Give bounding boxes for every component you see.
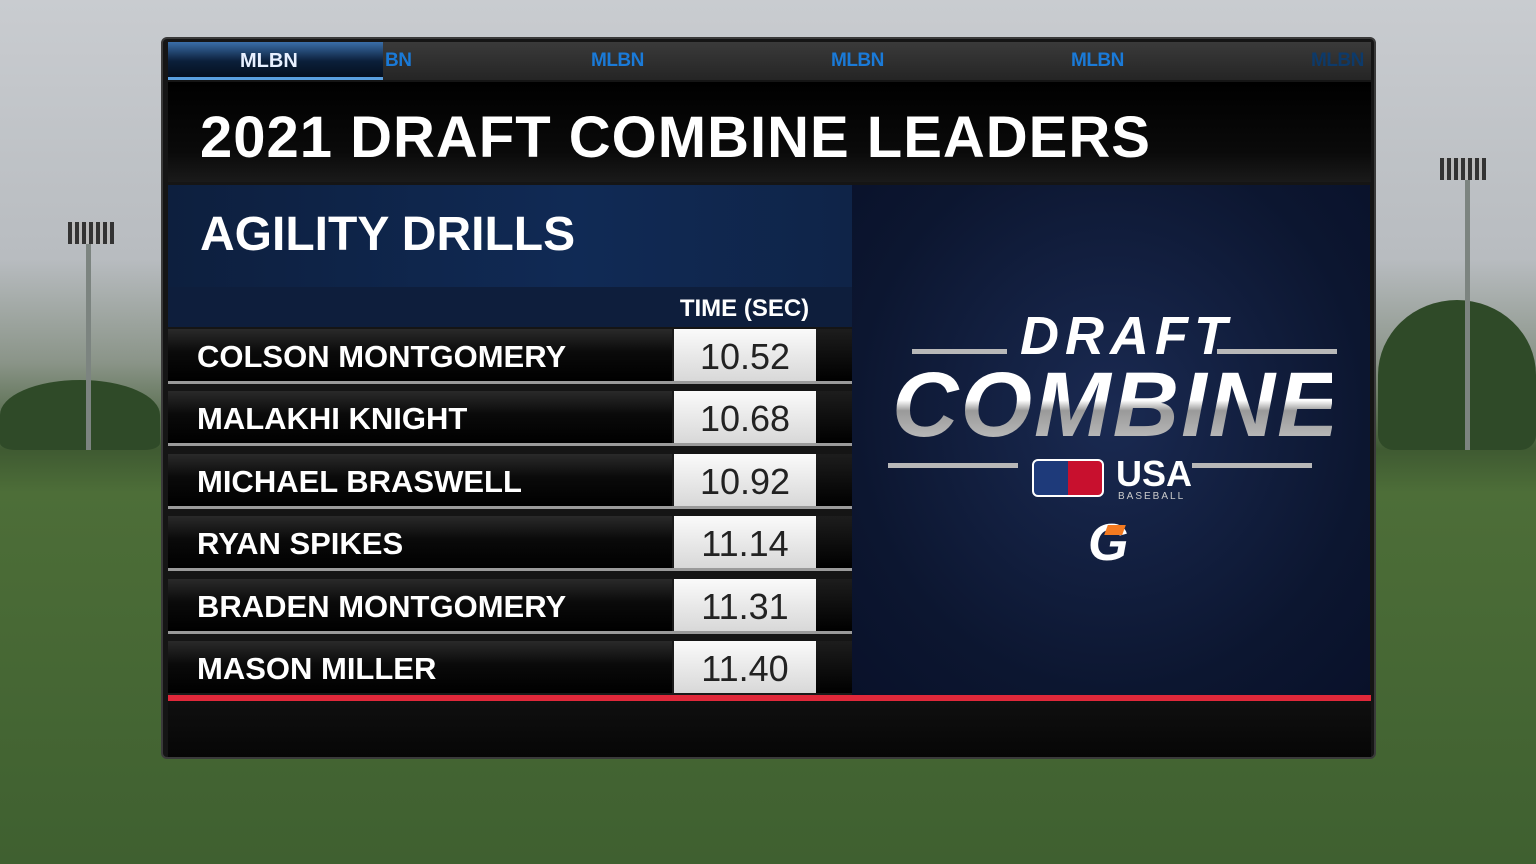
table-row: MALAKHI KNIGHT 10.68 xyxy=(168,391,852,446)
usa-baseball-logo: USA xyxy=(1116,453,1193,494)
time-value: 10.52 xyxy=(674,329,816,381)
gatorade-logo-icon: G xyxy=(1088,514,1129,572)
table-row: BRADEN MONTGOMERY 11.31 xyxy=(168,579,852,634)
network-ticker: MLBN BN MLBN MLBN MLBN MLBN xyxy=(168,42,1371,80)
time-value: 11.14 xyxy=(674,516,816,568)
page-title: 2021 DRAFT COMBINE LEADERS xyxy=(200,105,1151,170)
ticker-item: MLBN xyxy=(1071,50,1124,71)
draft-combine-logo: DRAFT COMBINE USA BASEBALL G xyxy=(888,305,1341,572)
table-row: RYAN SPIKES 11.14 xyxy=(168,516,852,571)
player-name: MALAKHI KNIGHT xyxy=(168,391,672,443)
logo-word-combine: COMBINE xyxy=(892,354,1341,456)
column-header-time: TIME (SEC) xyxy=(679,295,810,322)
leaders-table: AGILITY DRILLS TIME (SEC) COLSON MONTGOM… xyxy=(168,185,852,696)
player-name: MASON MILLER xyxy=(168,641,672,693)
ticker-active-label: MLBN xyxy=(240,50,298,72)
title-bar: 2021 DRAFT COMBINE LEADERS xyxy=(168,82,1371,182)
usa-baseball-subtext: BASEBALL xyxy=(1118,491,1186,502)
time-value: 11.31 xyxy=(674,579,816,631)
player-name: MICHAEL BRASWELL xyxy=(168,454,672,506)
logo-word-draft: DRAFT xyxy=(1020,306,1233,366)
ticker-item: MLBN xyxy=(591,50,644,71)
column-header-row: TIME (SEC) xyxy=(168,287,852,327)
ticker-active-tab: MLBN xyxy=(168,42,383,80)
time-value: 11.40 xyxy=(674,641,816,693)
table-row: COLSON MONTGOMERY 10.52 xyxy=(168,329,852,384)
mlb-logo-icon xyxy=(1032,459,1104,497)
stadium-lights xyxy=(68,222,114,244)
light-pole xyxy=(1465,180,1470,450)
player-name: COLSON MONTGOMERY xyxy=(168,329,672,381)
player-name: BRADEN MONTGOMERY xyxy=(168,579,672,631)
bottom-bar xyxy=(168,701,1371,757)
ticker-item: BN xyxy=(385,50,412,71)
section-header: AGILITY DRILLS xyxy=(168,185,852,287)
logo-panel: DRAFT COMBINE USA BASEBALL G xyxy=(852,185,1370,695)
accent-divider xyxy=(168,695,1371,701)
graphic-panel: MLBN BN MLBN MLBN MLBN MLBN 2021 DRAFT C… xyxy=(161,37,1376,759)
section-title: AGILITY DRILLS xyxy=(200,208,576,261)
table-row: MICHAEL BRASWELL 10.92 xyxy=(168,454,852,509)
ticker-item: MLBN xyxy=(1311,50,1364,71)
time-value: 10.68 xyxy=(674,391,816,443)
time-value: 10.92 xyxy=(674,454,816,506)
light-pole xyxy=(86,240,91,450)
table-row: MASON MILLER 11.40 xyxy=(168,641,852,696)
stadium-lights xyxy=(1440,158,1486,180)
player-name: RYAN SPIKES xyxy=(168,516,672,568)
ticker-item: MLBN xyxy=(831,50,884,71)
